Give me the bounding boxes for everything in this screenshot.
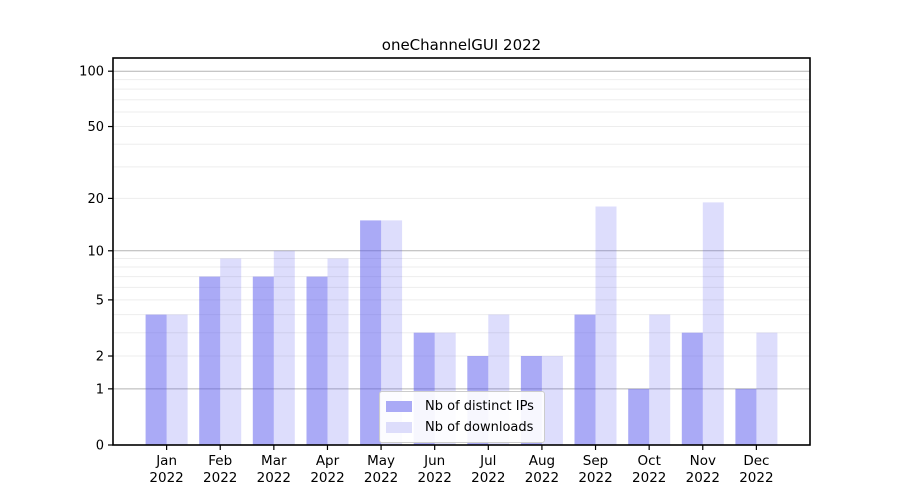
legend-label-downloads: Nb of downloads	[425, 419, 534, 435]
legend-swatch-distinct-ips	[386, 400, 412, 412]
x-tick-label-year: 2022	[525, 470, 559, 486]
y-tick-label: 20	[87, 192, 104, 207]
x-tick-label-year: 2022	[739, 470, 773, 486]
bar-distinct-ips-jan	[145, 314, 167, 445]
x-tick-label-year: 2022	[578, 470, 612, 486]
y-tick-label: 10	[87, 244, 104, 259]
x-tick-label-month: May	[367, 453, 395, 469]
y-tick-label: 50	[87, 120, 104, 135]
x-tick-label-month: Oct	[638, 453, 661, 469]
y-tick-label: 2	[96, 350, 104, 365]
bar-distinct-ips-apr	[306, 276, 328, 445]
legend-label-distinct-ips: Nb of distinct IPs	[425, 398, 534, 414]
x-tick-label-month: Jan	[155, 453, 177, 469]
bar-distinct-ips-dec	[735, 388, 757, 445]
bar-distinct-ips-feb	[199, 276, 221, 445]
bar-downloads-dec	[756, 332, 778, 445]
legend-swatch-downloads	[386, 421, 412, 433]
x-tick-label-year: 2022	[257, 470, 291, 486]
x-tick-label-year: 2022	[471, 470, 505, 486]
x-tick-label-year: 2022	[418, 470, 452, 486]
bar-distinct-ips-mar	[252, 276, 274, 445]
chart-title: oneChannelGUI 2022	[381, 36, 542, 54]
bar-downloads-nov	[702, 202, 724, 445]
bar-downloads-aug	[541, 356, 563, 445]
x-tick-label-month: Sep	[583, 453, 608, 469]
x-tick-label-year: 2022	[364, 470, 398, 486]
bar-downloads-mar	[273, 250, 295, 445]
x-tick-label-year: 2022	[686, 470, 720, 486]
bar-downloads-oct	[649, 314, 671, 445]
x-tick-label-year: 2022	[632, 470, 666, 486]
x-tick-label-month: Aug	[529, 453, 555, 469]
bar-downloads-apr	[327, 258, 349, 445]
x-tick-label-year: 2022	[149, 470, 183, 486]
x-tick-label-month: Jun	[423, 453, 445, 469]
x-tick-label-month: Dec	[743, 453, 769, 469]
legend-item-distinct-ips: Nb of distinct IPs	[386, 397, 534, 415]
bar-downloads-jan	[166, 314, 188, 445]
x-tick-label-month: Nov	[690, 453, 716, 469]
y-tick-label: 1	[96, 382, 104, 397]
bar-distinct-ips-sep	[574, 314, 596, 445]
bar-downloads-feb	[220, 258, 242, 445]
x-tick-label-month: Jul	[479, 453, 496, 469]
y-tick-label: 0	[96, 439, 104, 454]
legend-item-downloads: Nb of downloads	[386, 418, 534, 436]
legend: Nb of distinct IPs Nb of downloads	[379, 391, 545, 443]
x-tick-label-month: Mar	[261, 453, 287, 469]
bar-downloads-may	[381, 220, 403, 445]
bar-distinct-ips-nov	[681, 332, 703, 445]
axes-frame	[112, 57, 811, 446]
bar-downloads-sep	[595, 206, 617, 445]
y-tick-label: 5	[96, 293, 104, 308]
x-tick-label-year: 2022	[203, 470, 237, 486]
bar-distinct-ips-oct	[628, 388, 650, 445]
bar-distinct-ips-may	[360, 220, 382, 445]
x-tick-label-year: 2022	[310, 470, 344, 486]
y-tick-label: 100	[79, 65, 104, 80]
x-tick-label-month: Feb	[208, 453, 232, 469]
x-tick-label-month: Apr	[316, 453, 340, 469]
